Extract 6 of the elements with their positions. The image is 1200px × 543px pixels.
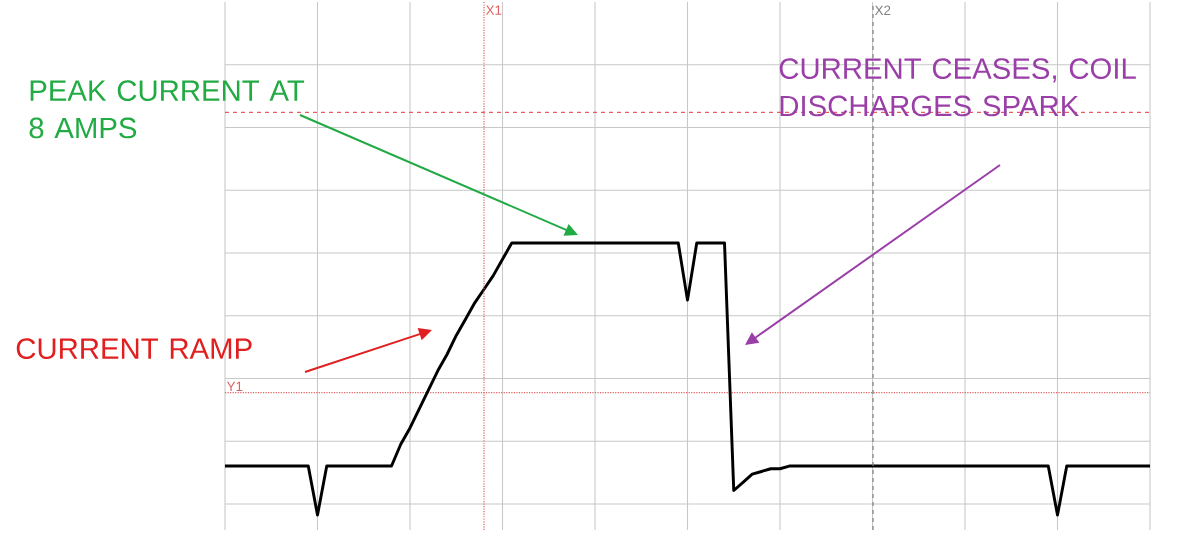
- annotation: CURRENT RAMP: [16, 338, 252, 360]
- text: CURRENT CEASES, COIL DISCHARGES SPARK: [779, 58, 1136, 117]
- text: PEAK CURRENT AT 8 AMPS: [29, 80, 305, 139]
- ref-line-label: Y1: [226, 381, 243, 391]
- text: X2: [874, 5, 891, 15]
- text: X1: [485, 5, 502, 15]
